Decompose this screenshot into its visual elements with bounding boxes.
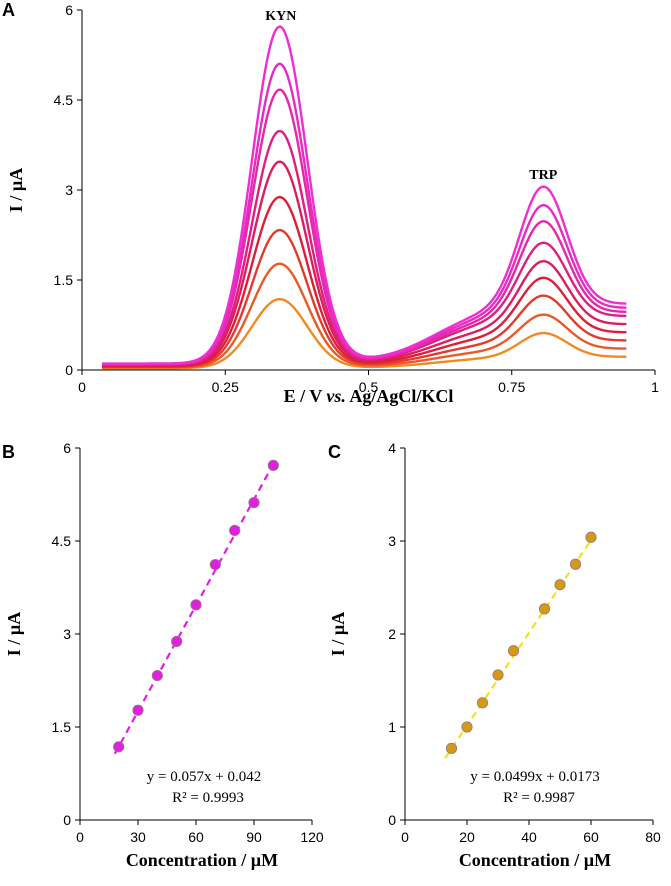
x-tick-label: 0.25 — [212, 379, 239, 395]
x-tick-label: 90 — [246, 829, 262, 845]
y-tick-label: 1 — [388, 719, 396, 735]
y-tick-label: 3 — [63, 626, 71, 642]
voltammogram-curve — [102, 228, 627, 368]
x-tick-label: 60 — [188, 829, 204, 845]
y-tick-label: 0 — [65, 362, 73, 378]
panel-label-a: A — [2, 0, 15, 20]
trendline-equation: y = 0.057x + 0.042 — [147, 769, 261, 785]
data-point — [190, 599, 202, 611]
data-point — [151, 669, 163, 682]
x-tick-label: 60 — [583, 829, 599, 845]
voltammogram-curve — [102, 129, 627, 366]
y-tick-label: 0 — [388, 812, 396, 828]
x-axis-label: Concentration / µM — [126, 850, 278, 870]
x-tick-label: 0 — [76, 829, 84, 845]
data-point — [492, 669, 504, 681]
data-point — [113, 741, 125, 753]
data-point — [248, 496, 260, 509]
x-axis-label: E / V vs. Ag/AgCl/KCl — [284, 386, 454, 406]
y-tick-label: 2 — [388, 626, 396, 642]
y-tick-label: 3 — [65, 182, 73, 198]
y-tick-label: 4 — [388, 440, 396, 456]
panel-label-b: B — [2, 442, 15, 462]
panel-b: B 0 30 60 90 120 0 1.5 3 4.5 6 I / µA Concentration… — [2, 440, 324, 870]
trendline — [113, 461, 276, 755]
data-point — [461, 721, 473, 733]
voltammogram-curve — [102, 160, 627, 367]
data-point — [445, 742, 458, 754]
x-tick-label: 40 — [521, 829, 537, 845]
data-point — [132, 704, 144, 716]
data-point — [229, 524, 241, 537]
data-point — [585, 531, 597, 543]
panel-label-c: C — [328, 442, 341, 462]
y-tick-label: 4.5 — [52, 533, 72, 549]
x-tick-label: 0 — [78, 379, 86, 395]
y-axis-label: I / µA — [328, 612, 348, 656]
data-point — [171, 635, 183, 648]
voltammogram-curve — [102, 88, 627, 366]
data-point — [209, 558, 221, 571]
x-tick-label: 1 — [651, 379, 659, 395]
panel-a: A 0 0.25 0.5 0.75 1 0 1.5 3 4.5 6 I / µA E / V vs. … — [2, 0, 659, 406]
peak-label: TRP — [529, 168, 557, 183]
data-point — [267, 459, 279, 471]
y-tick-label: 4.5 — [54, 92, 74, 108]
x-axis-label: Concentration / µM — [459, 850, 611, 870]
x-tick-label: 80 — [645, 829, 661, 845]
trendline-equation: y = 0.0499x + 0.0173 — [470, 769, 599, 785]
voltammogram-curve — [102, 62, 627, 366]
y-tick-label: 6 — [63, 440, 71, 456]
peak-label: KYN — [265, 9, 296, 24]
y-tick-label: 0 — [63, 812, 71, 828]
x-tick-label: 0 — [401, 829, 409, 845]
data-point — [507, 645, 520, 657]
r-squared-label: R² = 0.9987 — [503, 790, 575, 806]
y-axis-label: I / µA — [4, 612, 24, 656]
data-point — [476, 697, 489, 709]
x-tick-label: 120 — [300, 829, 324, 845]
panel-c: C 0 20 40 60 80 0 1 2 3 4 I / µA Concentration / µM… — [328, 440, 661, 870]
voltammogram-curve — [102, 25, 627, 365]
trendline — [444, 537, 594, 759]
x-tick-label: 0.75 — [498, 379, 525, 395]
y-axis-label: I / µA — [6, 168, 26, 212]
y-tick-label: 6 — [65, 2, 73, 18]
data-point — [538, 603, 551, 615]
y-tick-label: 1.5 — [52, 719, 72, 735]
r-squared-label: R² = 0.9993 — [172, 790, 244, 806]
y-tick-label: 1.5 — [54, 272, 74, 288]
x-tick-label: 0.5 — [359, 379, 379, 395]
data-point — [569, 558, 582, 570]
x-tick-label: 30 — [130, 829, 146, 845]
y-tick-label: 3 — [388, 533, 396, 549]
x-tick-label: 20 — [459, 829, 475, 845]
data-point — [554, 579, 566, 591]
